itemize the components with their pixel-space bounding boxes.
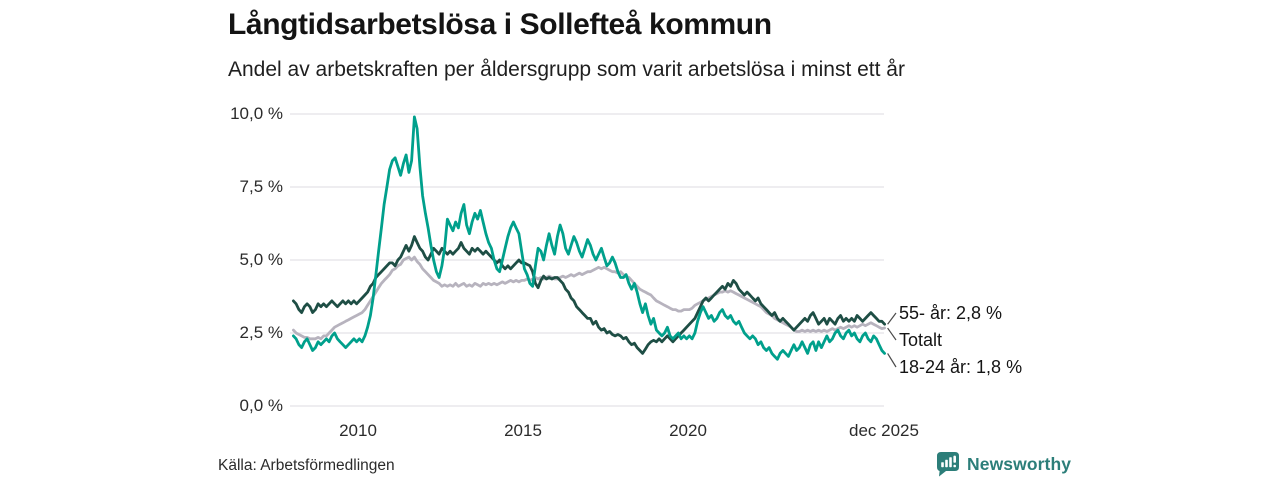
series-label-18-24-ar: 18-24 år: 1,8 %	[899, 357, 1023, 377]
x-tick-2015: 2015	[504, 421, 542, 440]
leader-line	[887, 353, 897, 368]
y-tick-10: 10,0 %	[230, 104, 283, 123]
y-tick-2-5: 2,5 %	[239, 323, 283, 342]
y-tick-5: 5,0 %	[239, 250, 283, 269]
y-tick-7-5: 7,5 %	[239, 177, 283, 196]
line-totalt	[291, 255, 886, 341]
x-tick-2010: 2010	[339, 421, 377, 440]
brand-name: Newsworthy	[967, 453, 1072, 474]
line-18-24-r	[291, 115, 886, 361]
brand-lockup: Newsworthy	[936, 451, 1071, 477]
series-label-totalt: Totalt	[899, 330, 943, 350]
leader-line	[887, 327, 897, 341]
x-tick-2020: 2020	[669, 421, 707, 440]
chart-subtitle: Andel av arbetskraften per åldersgrupp s…	[228, 58, 905, 81]
leader-line	[887, 312, 897, 325]
newsworthy-logo-icon	[937, 452, 959, 477]
x-tick-dec-2025: dec 2025	[849, 421, 919, 440]
line-55-r	[291, 235, 886, 355]
source-note: Källa: Arbetsförmedlingen	[218, 457, 395, 474]
y-tick-0: 0,0 %	[239, 396, 283, 415]
chart-title: Långtidsarbetslösa i Sollefteå kommun	[228, 8, 772, 41]
series-label-55-ar: 55- år: 2,8 %	[899, 303, 1003, 323]
